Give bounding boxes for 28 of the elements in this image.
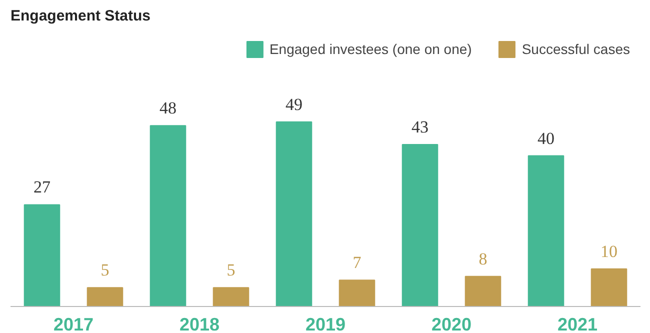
bar <box>528 155 564 306</box>
x-tick-label: 2021 <box>557 314 598 333</box>
bar <box>338 280 376 306</box>
x-tick-label: 2020 <box>431 314 472 333</box>
bar <box>86 287 124 306</box>
data-label: 40 <box>538 128 554 148</box>
data-label: 7 <box>352 253 362 272</box>
chart-title: Engagement Status <box>10 8 151 24</box>
x-tick-label: 2019 <box>305 314 346 333</box>
legend-label: Engaged investees (one on one) <box>269 41 472 57</box>
data-label: 49 <box>286 94 302 114</box>
data-label: 48 <box>160 98 176 118</box>
bar <box>276 121 312 306</box>
data-label: 5 <box>100 260 110 280</box>
bar <box>590 268 628 306</box>
data-label: 27 <box>34 178 51 197</box>
data-label: 10 <box>600 242 618 261</box>
data-label: 8 <box>478 249 488 268</box>
bar <box>402 144 438 306</box>
data-label: 43 <box>412 117 428 136</box>
data-label: 5 <box>226 260 236 280</box>
legend-label: Successful cases <box>522 41 630 57</box>
x-tick-label: 2018 <box>179 314 220 333</box>
bar <box>464 276 502 306</box>
x-tick-label: 2017 <box>53 314 94 333</box>
bar <box>24 204 60 306</box>
bar <box>150 125 186 306</box>
bar <box>212 287 250 306</box>
